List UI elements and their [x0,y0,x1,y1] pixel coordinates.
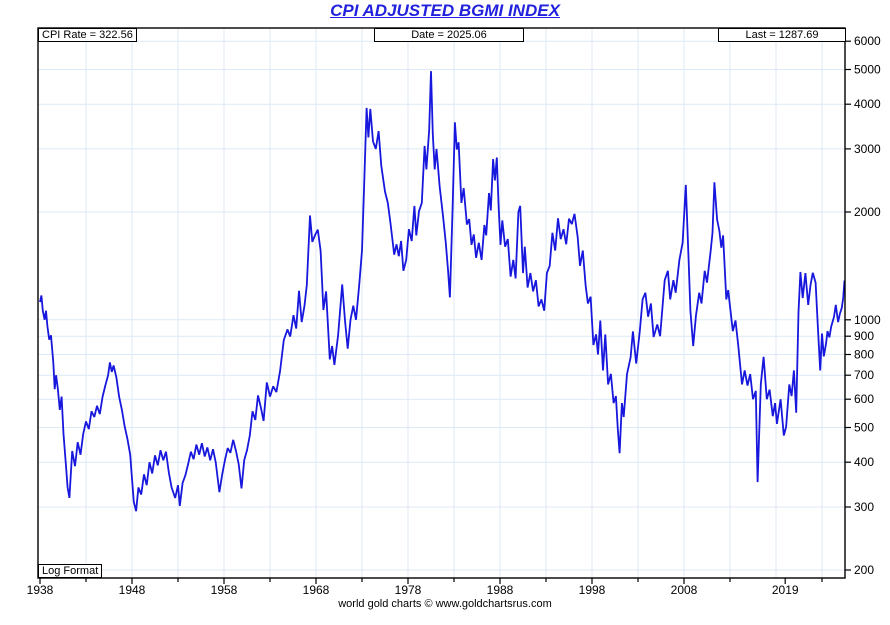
y-axis-tick-label: 2000 [854,205,881,219]
x-axis-tick-label: 1948 [119,583,146,597]
y-axis-tick-label: 4000 [854,97,881,111]
y-axis-tick-label: 900 [854,329,874,343]
chart-title: CPI ADJUSTED BGMI INDEX [330,1,560,20]
x-axis-tick-label: 1978 [395,583,422,597]
x-axis-tick-label: 1968 [303,583,330,597]
y-axis-tick-label: 300 [854,500,874,514]
x-axis-tick-label: 1988 [487,583,514,597]
y-axis-tick-label: 5000 [854,63,881,77]
axis-ticks [39,40,851,584]
y-axis-tick-label: 600 [854,392,874,406]
x-axis-tick-label: 1938 [27,583,54,597]
x-axis-tick-label: 1998 [579,583,606,597]
x-axis-tick-label: 2019 [772,583,799,597]
date-label: Date = 2025.06 [374,28,524,42]
x-axis-tick-label: 1958 [211,583,238,597]
last-value-label: Last = 1287.69 [718,28,846,42]
cpi-rate-label: CPI Rate = 322.56 [38,28,137,42]
footer-credit: world gold charts © www.goldchartsrus.co… [338,598,552,610]
axis-tick-labels: 200 300 400 500 600 700 800 900 1000 2000 3000 4000… [27,34,881,597]
gridlines [38,28,845,578]
y-axis-tick-label: 700 [854,368,874,382]
x-axis-tick-label: 2008 [671,583,698,597]
y-axis-tick-label: 3000 [854,142,881,156]
y-axis-tick-label: 800 [854,348,874,362]
y-axis-tick-label: 400 [854,455,874,469]
y-axis-tick-label: 6000 [854,34,881,48]
plot-border [37,27,846,579]
y-axis-tick-label: 1000 [854,313,881,327]
y-axis-tick-label: 500 [854,421,874,435]
y-axis-tick-label: 200 [854,563,874,577]
bgmi-series-line [39,71,846,512]
log-format-label: Log Format [38,564,103,578]
